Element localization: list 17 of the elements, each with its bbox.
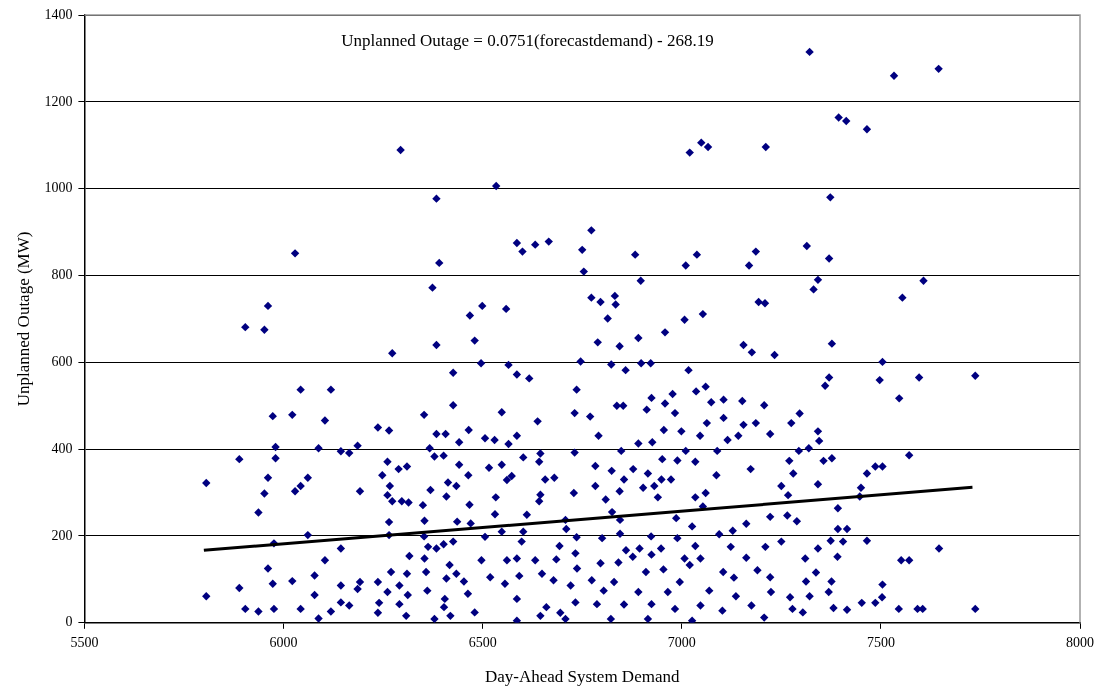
y-tick-label: 1200 [44,93,73,109]
y-tick-label: 200 [51,527,73,543]
y-tick-label: 0 [65,614,73,630]
x-tick-label: 6500 [468,634,497,650]
x-tick-label: 8000 [1066,634,1094,650]
y-tick-label: 400 [51,440,73,456]
annotation: Unplanned Outage = 0.0751(forecastdemand) - 268.19 [341,31,714,51]
x-tick-label: 6000 [269,634,298,650]
x-tick-label: 7500 [866,634,895,650]
y-tick-label: 800 [51,267,73,283]
y-tick-label: 600 [51,353,73,369]
y-tick-label: 1400 [44,6,73,22]
x-tick-label: 7000 [667,634,696,650]
y-tick-label: 1000 [44,180,73,196]
x-tick-label: 5500 [70,634,99,650]
y-axis-title: Unplanned Outage (MW) [13,231,33,407]
x-axis-title: Day-Ahead System Demand [484,667,680,687]
